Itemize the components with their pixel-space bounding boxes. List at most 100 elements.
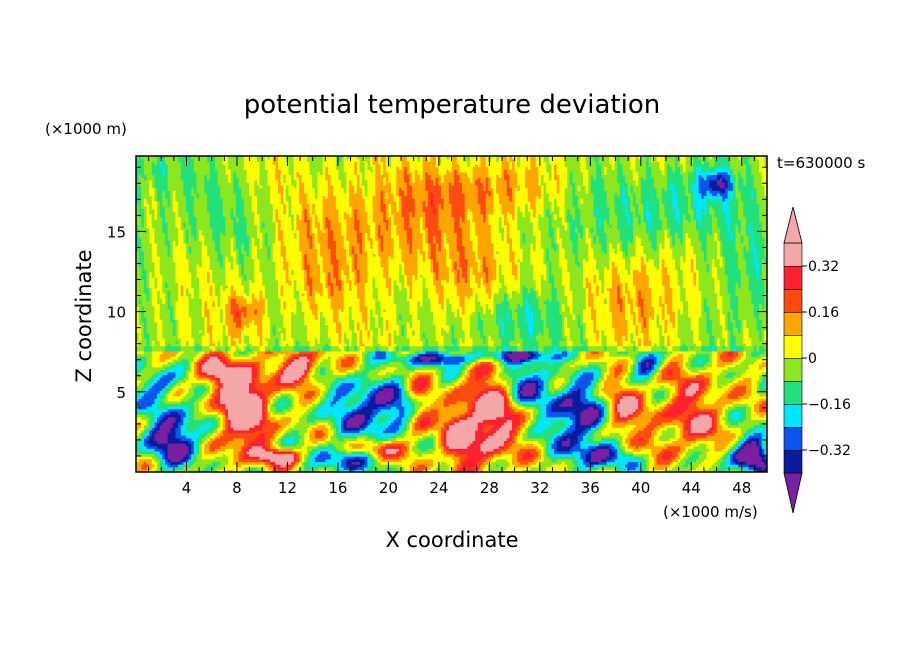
contour-cell: [372, 387, 379, 391]
contour-cell: [519, 414, 526, 418]
contour-cell: [193, 461, 213, 465]
contour-cell: [577, 464, 587, 468]
contour-cell: [625, 448, 634, 452]
contour-cell: [233, 448, 242, 452]
contour-cell: [575, 374, 581, 378]
contour-cell: [191, 369, 195, 373]
contour-cell: [377, 456, 384, 460]
contour-cell: [551, 337, 566, 341]
contour-cell: [341, 321, 350, 326]
contour-cell: [367, 435, 379, 439]
contour-cell: [427, 393, 442, 397]
contour-cell: [283, 435, 292, 439]
contour-cell: [580, 366, 592, 370]
contour-cell: [422, 435, 437, 439]
contour-cell: [533, 393, 539, 397]
contour-cell: [472, 345, 489, 349]
contour-cell: [748, 464, 758, 468]
contour-cell: [220, 424, 224, 428]
contour-cell: [422, 332, 426, 336]
contour-cell: [485, 437, 508, 441]
contour-cell: [370, 385, 379, 389]
contour-cell: [724, 450, 729, 455]
contour-cell: [543, 329, 550, 334]
contour-cell: [538, 458, 545, 463]
contour-cell: [617, 400, 621, 405]
contour-cell: [143, 385, 148, 389]
contour-cell: [314, 429, 324, 434]
contour-cell: [385, 319, 389, 323]
contour-cell: [664, 443, 692, 447]
contour-cell: [159, 395, 166, 399]
contour-cell: [669, 437, 679, 441]
contour-cell: [275, 329, 287, 334]
contour-cell: [162, 398, 169, 402]
contour-cell: [136, 429, 142, 434]
contour-cell: [296, 456, 300, 460]
contour-cell: [228, 456, 234, 460]
contour-cell: [214, 342, 219, 347]
contour-cell: [451, 379, 458, 384]
contour-cell: [743, 329, 750, 334]
contour-cell: [254, 424, 263, 428]
contour-cell: [738, 443, 742, 447]
contour-cell: [717, 385, 723, 389]
contour-cell: [320, 327, 329, 331]
contour-cell: [322, 358, 332, 362]
contour-cell: [727, 366, 750, 370]
contour-cell: [511, 435, 516, 439]
contour-cell: [291, 464, 295, 468]
contour-cell: [656, 411, 666, 415]
contour-cell: [196, 456, 203, 460]
contour-cell: [370, 332, 374, 336]
contour-cell: [443, 432, 447, 436]
contour-cell: [398, 469, 405, 472]
contour-cell: [745, 429, 752, 434]
contour-cell: [201, 335, 211, 339]
contour-cell: [572, 348, 589, 352]
contour-cell: [756, 427, 767, 431]
contour-cell: [201, 440, 205, 444]
contour-cell: [443, 440, 447, 444]
contour-cell: [609, 416, 613, 420]
contour-cell: [514, 321, 518, 326]
contour-cell: [317, 403, 324, 407]
contour-cell: [625, 445, 629, 449]
contour-cell: [717, 416, 721, 420]
contour-cell: [580, 393, 587, 397]
contour-cell: [672, 466, 697, 470]
contour-cell: [217, 387, 221, 391]
contour-cell: [609, 414, 613, 418]
contour-cell: [567, 340, 574, 344]
contour-cell: [367, 335, 371, 339]
contour-cell: [401, 324, 405, 328]
contour-cell: [343, 337, 350, 341]
contour-cell: [580, 337, 584, 341]
contour-cell: [317, 361, 321, 365]
contour-cell: [157, 464, 161, 468]
contour-cell: [383, 321, 387, 326]
contour-cell: [585, 340, 589, 344]
contour-cell: [551, 464, 568, 468]
contour-cell: [243, 456, 261, 460]
contour-cell: [199, 369, 203, 373]
contour-cell: [183, 416, 190, 420]
contour-cell: [199, 427, 211, 431]
contour-cell: [193, 356, 200, 360]
contour-cell: [535, 390, 539, 394]
contour-cell: [496, 364, 500, 368]
contour-cell: [141, 335, 145, 339]
contour-cell: [356, 324, 361, 328]
contour-cell: [406, 361, 413, 365]
contour-cell: [446, 445, 450, 449]
contour-cell: [638, 345, 652, 349]
contour-cell: [249, 345, 261, 349]
contour-cell: [685, 421, 692, 426]
contour-cell: [141, 424, 145, 428]
contour-cell: [514, 329, 521, 334]
contour-cell: [601, 416, 605, 420]
contour-cell: [443, 443, 447, 447]
contour-cell: [375, 350, 387, 355]
contour-cell: [640, 353, 650, 357]
contour-cell: [306, 445, 319, 449]
